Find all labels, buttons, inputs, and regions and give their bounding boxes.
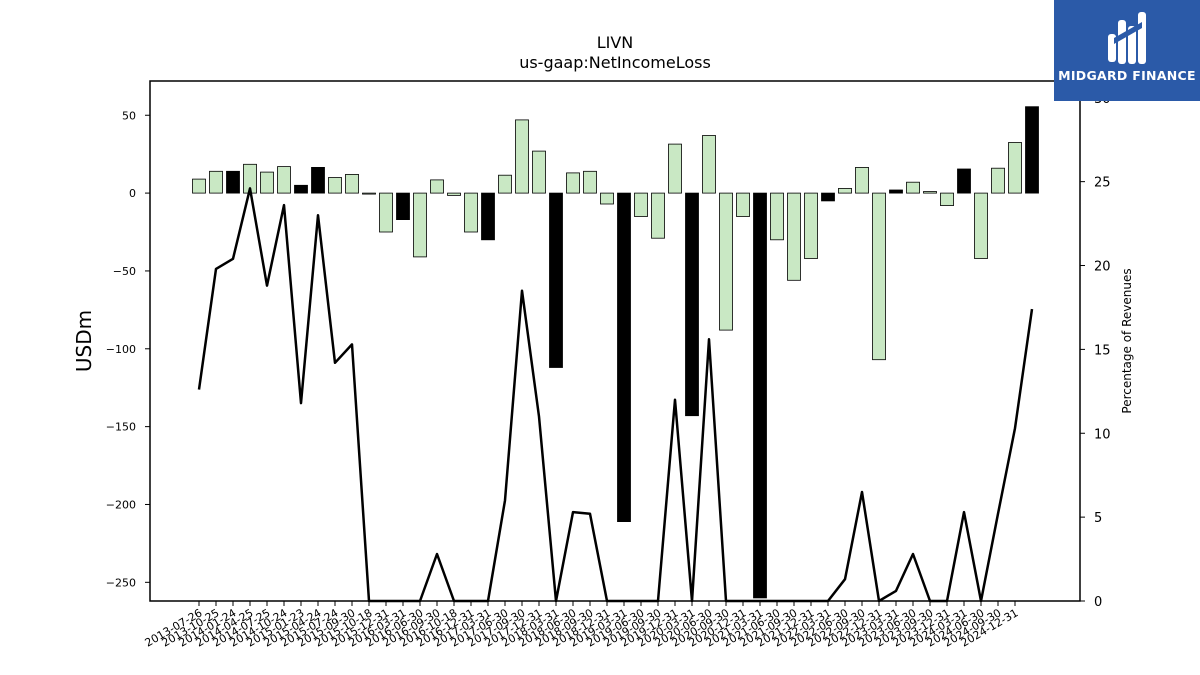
bar	[685, 192, 699, 417]
bar	[668, 143, 682, 194]
y-right-tick-label: 10	[1094, 427, 1111, 442]
y-axis-right-label: Percentage of Revenues	[1120, 268, 1134, 413]
bar	[498, 174, 512, 194]
bar	[328, 177, 342, 194]
bar	[617, 192, 631, 523]
bar	[277, 166, 291, 194]
bar	[974, 192, 988, 259]
bar	[549, 192, 563, 368]
bar	[787, 192, 801, 281]
y-right-tick-label: 5	[1094, 511, 1102, 526]
bar	[770, 192, 784, 241]
y-tick-label: −100	[106, 343, 136, 356]
bar	[702, 135, 716, 194]
plot-frame	[149, 80, 1081, 602]
bar	[311, 166, 325, 194]
y-tick-label: 50	[122, 109, 136, 122]
bar	[481, 192, 495, 241]
bar	[1025, 106, 1039, 194]
bar	[804, 192, 818, 259]
y-tick-label: 0	[129, 187, 136, 200]
bar	[566, 172, 580, 194]
y-tick-label: −250	[106, 576, 136, 589]
bar	[294, 184, 308, 194]
y-right-tick-label: 25	[1094, 176, 1111, 191]
bar	[736, 192, 750, 217]
bar	[600, 192, 614, 205]
y-axis-label: USDm	[72, 310, 96, 372]
bar	[753, 192, 767, 599]
bar	[872, 192, 886, 361]
y-right-tick-label: 20	[1094, 260, 1111, 275]
percentage-line	[197, 187, 1034, 603]
brand-name: MIDGARD FINANCE	[1058, 68, 1196, 83]
bar	[226, 170, 240, 194]
bar	[396, 192, 410, 221]
bar	[532, 150, 546, 194]
bar	[719, 192, 733, 331]
bar	[362, 192, 376, 195]
bar	[464, 192, 478, 233]
bar	[889, 189, 903, 194]
y-tick-label: −150	[106, 421, 136, 434]
bar	[583, 170, 597, 194]
bar	[923, 191, 937, 194]
y-right-tick-label: 0	[1094, 595, 1102, 610]
y-tick-label: −50	[113, 265, 136, 278]
bar	[821, 192, 835, 202]
bar	[345, 173, 359, 194]
bar	[651, 192, 665, 239]
chart-title: LIVN	[597, 33, 634, 52]
y-right-tick-label: 15	[1094, 343, 1111, 358]
bar	[855, 166, 869, 194]
y-tick-label: −200	[106, 498, 136, 511]
bar	[192, 178, 206, 194]
bar	[991, 167, 1005, 194]
bar	[634, 192, 648, 217]
midgard-logo-icon	[1108, 12, 1146, 64]
chart-subtitle: us-gaap:NetIncomeLoss	[519, 53, 711, 72]
bar	[940, 192, 954, 207]
bar	[379, 192, 393, 233]
brand-logo: MIDGARD FINANCE	[1054, 0, 1200, 101]
bar	[906, 181, 920, 194]
bar	[838, 187, 852, 194]
bar	[260, 171, 274, 194]
plot-area: −250−200−150−100−500500510152025302013-0…	[106, 92, 1111, 650]
bar	[515, 119, 529, 194]
bar	[413, 192, 427, 258]
bar	[430, 179, 444, 194]
bar	[447, 192, 461, 196]
bar	[209, 170, 223, 194]
bar	[1008, 142, 1022, 194]
bar	[957, 168, 971, 194]
